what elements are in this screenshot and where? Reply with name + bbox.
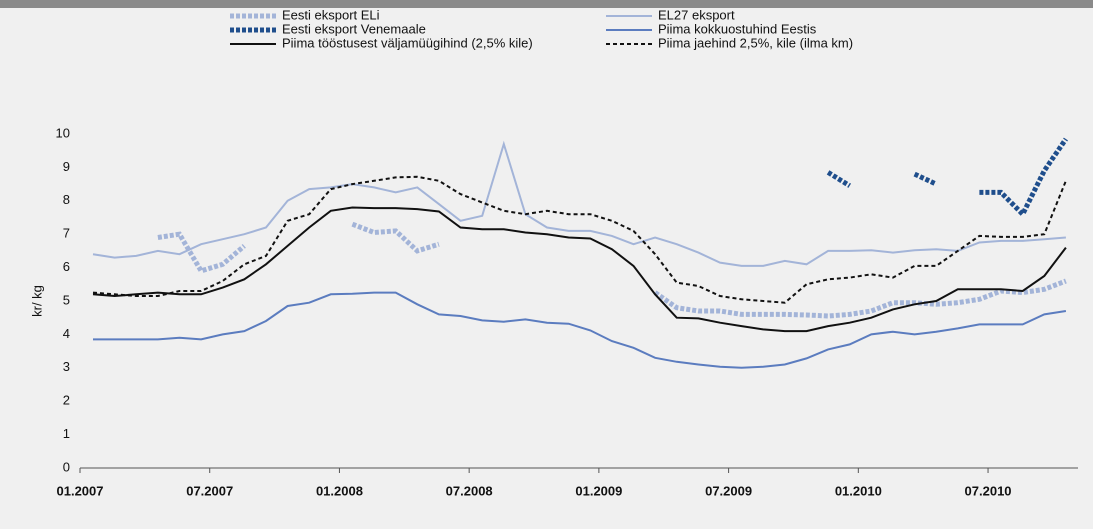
y-tick-label: 4 — [63, 326, 70, 341]
legend-label: Piima tööstusest väljamüügihind (2,5% ki… — [282, 35, 533, 50]
x-tick-label: 07.2009 — [705, 483, 752, 498]
legend-label: EL27 eksport — [658, 7, 735, 22]
x-tick-label: 07.2007 — [186, 483, 233, 498]
x-tick-label: 01.2009 — [575, 483, 622, 498]
legend-label: Eesti eksport Venemaale — [282, 21, 426, 36]
x-tick-label: 07.2008 — [446, 483, 493, 498]
series-line — [826, 137, 1068, 219]
legend-label: Piima jaehind 2,5%, kile (ilma km) — [658, 35, 853, 50]
y-tick-label: 6 — [63, 259, 70, 274]
series-line — [92, 175, 1067, 304]
series-line — [93, 291, 1067, 369]
series-line — [92, 140, 1066, 267]
x-tick-label: 01.2010 — [835, 483, 882, 498]
x-tick-label: 07.2010 — [965, 483, 1012, 498]
y-axis-label: kr/ kg — [29, 285, 44, 317]
y-tick-label: 1 — [63, 426, 70, 441]
y-tick-label: 8 — [63, 192, 70, 207]
y-tick-label: 10 — [56, 125, 70, 140]
y-tick-label: 3 — [63, 359, 70, 374]
series-line — [157, 221, 1067, 319]
y-tick-label: 9 — [63, 159, 70, 174]
series-line — [92, 206, 1067, 333]
header-bar — [0, 0, 1093, 8]
x-tick-label: 01.2007 — [57, 483, 104, 498]
x-tick-label: 01.2008 — [316, 483, 363, 498]
y-tick-label: 7 — [63, 226, 70, 241]
y-tick-label: 2 — [63, 393, 70, 408]
legend-label: Eesti eksport ELi — [282, 7, 380, 22]
y-tick-label: 0 — [63, 459, 70, 474]
legend-label: Piima kokkuostuhind Eestis — [658, 21, 817, 36]
y-tick-label: 5 — [63, 292, 70, 307]
